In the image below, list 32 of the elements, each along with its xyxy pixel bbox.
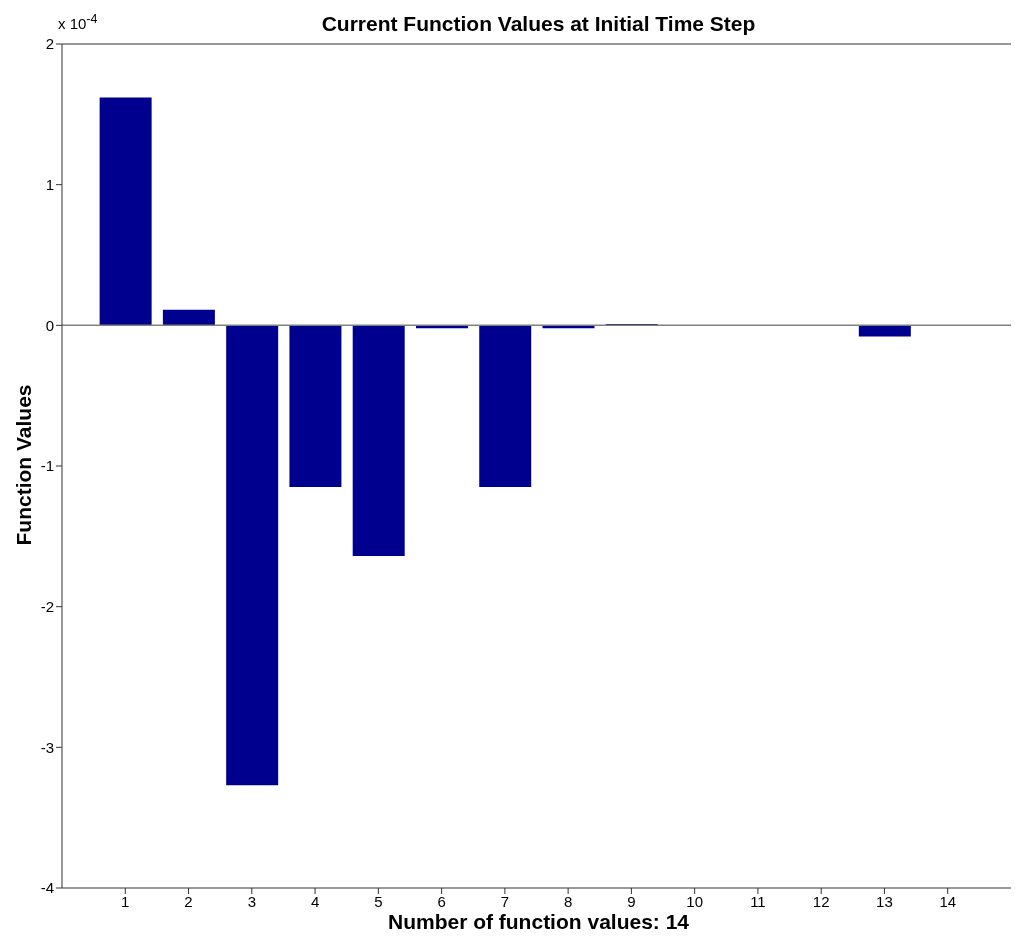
x-axis-title: Number of function values: 14 <box>386 910 690 934</box>
y-tick-label: -1 <box>40 457 54 475</box>
x-tick-label: 2 <box>184 892 193 910</box>
x-tick-label: 7 <box>500 892 510 910</box>
x-tick-label: 5 <box>374 892 383 910</box>
x-tick-label: 14 <box>939 892 957 910</box>
y-tick-label: 1 <box>45 175 54 193</box>
x-tick-label: 9 <box>627 892 636 910</box>
bar <box>162 309 215 326</box>
x-tick-label: 11 <box>750 892 766 910</box>
y-axis-title: Function Values <box>12 384 36 546</box>
bar <box>99 97 152 326</box>
y-tick-label: 0 <box>45 316 54 334</box>
x-tick-label: 6 <box>437 892 446 910</box>
chart-title: Current Function Values at Initial Time Step <box>321 12 756 35</box>
y-tick-label: 2 <box>45 35 54 53</box>
x-tick-label: 8 <box>563 892 573 910</box>
x-tick-label: 1 <box>121 892 130 910</box>
bar <box>479 325 532 488</box>
x-tick-label: 12 <box>812 892 830 910</box>
text: x 10$^{-4}$ <box>58 12 98 32</box>
x-tick-label: 3 <box>247 892 256 910</box>
bar <box>352 325 405 557</box>
y-tick-label: -4 <box>40 879 54 897</box>
y-tick-label: -3 <box>40 738 54 756</box>
bar <box>226 325 279 786</box>
bar <box>289 325 342 488</box>
x-tick-label: 10 <box>686 892 704 910</box>
y-tick-label: -2 <box>40 597 54 615</box>
bar <box>858 325 911 337</box>
x-tick-label: 4 <box>310 892 320 910</box>
x-tick-label: 13 <box>876 892 893 910</box>
